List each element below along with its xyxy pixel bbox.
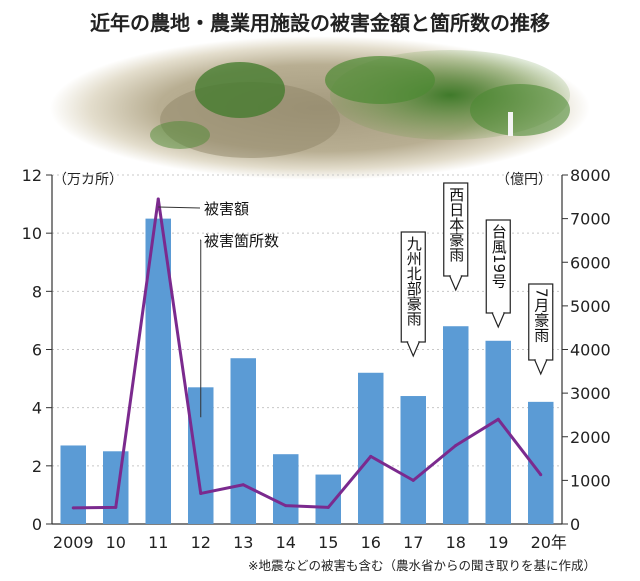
event-callout-pointer bbox=[533, 359, 548, 376]
event-callout: 西日本豪雨 bbox=[443, 182, 469, 292]
legend-label-count: 被害箇所数 bbox=[204, 232, 279, 250]
bar-2009 bbox=[60, 445, 86, 524]
x-axis-tick-label: 20年 bbox=[531, 533, 567, 552]
right-axis-tick-label: 0 bbox=[570, 515, 580, 534]
line-point-17 bbox=[411, 478, 415, 482]
x-axis-tick-label: 10 bbox=[106, 533, 126, 552]
line-point-10 bbox=[114, 505, 118, 509]
line-point-20年 bbox=[539, 473, 543, 477]
x-axis-tick-label: 14 bbox=[276, 533, 296, 552]
event-callout-box bbox=[485, 219, 511, 314]
event-callout-label: 九州北部豪雨 bbox=[405, 236, 423, 327]
x-axis-tick-label: 18 bbox=[446, 533, 466, 552]
event-callout-label: 台風19号 bbox=[490, 224, 508, 289]
bar-17 bbox=[400, 396, 426, 524]
bar-15 bbox=[315, 474, 341, 524]
line-point-13 bbox=[241, 483, 245, 487]
left-axis-unit: （万カ所） bbox=[53, 172, 123, 188]
x-axis-tick-label: 11 bbox=[148, 533, 168, 552]
bar-14 bbox=[273, 454, 299, 524]
line-point-18 bbox=[454, 443, 458, 447]
event-callout: 7月豪雨 bbox=[528, 283, 554, 376]
event-callout-box bbox=[528, 283, 554, 361]
x-axis-tick-label: 15 bbox=[318, 533, 338, 552]
bar-18 bbox=[443, 326, 469, 524]
right-axis-tick-label: 4000 bbox=[570, 341, 611, 360]
event-callout-pointer bbox=[491, 312, 506, 329]
right-axis-tick-label: 2000 bbox=[570, 428, 611, 447]
right-axis-tick-label: 3000 bbox=[570, 384, 611, 403]
left-axis-tick-label: 0 bbox=[32, 515, 42, 534]
line-point-12 bbox=[199, 491, 203, 495]
bar-16 bbox=[358, 372, 384, 524]
x-axis-tick-label: 2009 bbox=[53, 533, 94, 552]
legend-leader-amount bbox=[158, 206, 201, 209]
event-callout-label: 7月豪雨 bbox=[532, 288, 550, 344]
bar-10 bbox=[103, 451, 129, 524]
line-point-14 bbox=[284, 504, 288, 508]
x-axis-tick-label: 13 bbox=[233, 533, 253, 552]
right-axis-tick-label: 6000 bbox=[570, 253, 611, 272]
line-point-19 bbox=[496, 417, 500, 421]
left-axis-tick-label: 4 bbox=[32, 399, 42, 418]
event-callout: 九州北部豪雨 bbox=[400, 231, 426, 358]
bar-13 bbox=[230, 358, 256, 524]
x-axis-tick-label: 19 bbox=[488, 533, 508, 552]
left-axis-tick-label: 6 bbox=[32, 341, 42, 360]
x-axis-tick-label: 12 bbox=[191, 533, 211, 552]
event-callout-box bbox=[443, 182, 469, 277]
chart-title: 近年の農地・農業用施設の被害金額と箇所数の推移 bbox=[90, 11, 550, 35]
line-point-11 bbox=[156, 197, 160, 201]
line-point-16 bbox=[369, 454, 373, 458]
legend-label-amount: 被害額 bbox=[204, 200, 249, 218]
line-point-2009 bbox=[71, 506, 75, 510]
event-callout-label: 西日本豪雨 bbox=[447, 187, 465, 263]
left-axis-tick-label: 12 bbox=[22, 166, 42, 185]
right-axis-tick-label: 7000 bbox=[570, 210, 611, 229]
x-axis-tick-label: 16 bbox=[361, 533, 381, 552]
event-callout: 台風19号 bbox=[485, 219, 511, 329]
right-axis-tick-label: 5000 bbox=[570, 297, 611, 316]
left-axis-tick-label: 2 bbox=[32, 457, 42, 476]
right-axis-unit: （億円） bbox=[496, 172, 552, 188]
left-axis-tick-label: 8 bbox=[32, 282, 42, 301]
right-axis-tick-label: 8000 bbox=[570, 166, 611, 185]
event-callout-pointer bbox=[448, 275, 463, 292]
x-axis-tick-label: 17 bbox=[403, 533, 423, 552]
source-note: ※地震などの被害も含む（農水省からの聞き取りを基に作成） bbox=[248, 558, 596, 573]
event-callout-box bbox=[400, 231, 426, 343]
left-axis-tick-label: 10 bbox=[22, 224, 42, 243]
line-series-damage-amount bbox=[73, 197, 542, 510]
right-axis-tick-label: 1000 bbox=[570, 471, 611, 490]
farmland-landslide-photo bbox=[50, 36, 590, 180]
line-point-15 bbox=[326, 505, 330, 509]
